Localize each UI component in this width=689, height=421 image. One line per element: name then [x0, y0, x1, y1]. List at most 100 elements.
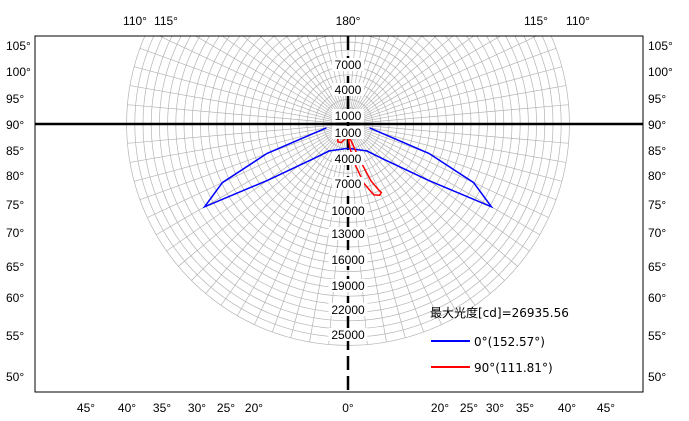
left-angle-label: 85°	[6, 144, 24, 158]
radial-label-upper: 4000	[335, 83, 362, 97]
grid-radial	[347, 104, 569, 125]
radial-label-upper-bg	[332, 83, 364, 96]
right-angle-label: 50°	[648, 370, 666, 384]
grid-radial	[127, 123, 349, 144]
grid-radial	[156, 123, 349, 236]
bottom-angle-label-left: 30°	[188, 401, 206, 415]
radial-label-lower-bg	[328, 253, 368, 266]
grid-radial	[221, 36, 349, 125]
angle-labels: 110° 115° 180° 115° 110° 105° 100° 95° 90° 85° 80°…	[6, 14, 673, 415]
grid-radial	[347, 36, 475, 125]
radial-label-lower: 25000	[331, 328, 365, 342]
grid-radial	[285, 36, 349, 125]
grid-radial	[139, 47, 349, 125]
grid-radial	[347, 66, 562, 125]
grid-radial	[347, 36, 437, 125]
grid-radial	[129, 85, 349, 125]
bottom-angle-label-left: 35°	[153, 401, 171, 415]
top-angle-label: 110°	[123, 14, 147, 28]
legend: 最大光度[cd]=26935.56 0°(152.57°) 90°(111.81…	[430, 305, 569, 375]
grid-radial	[347, 36, 400, 125]
radial-label-lower: 22000	[331, 303, 365, 317]
left-angle-label: 90°	[6, 118, 24, 132]
grid-radial	[347, 36, 502, 125]
grid-radial	[127, 104, 349, 125]
grid-radial	[347, 36, 454, 125]
left-angle-label: 75°	[6, 198, 24, 212]
right-angle-label: 75°	[648, 198, 666, 212]
bottom-angle-label-left: 20°	[245, 401, 263, 415]
grid-radial	[220, 123, 349, 306]
grid-radial	[347, 123, 518, 267]
grid-radial	[347, 123, 505, 281]
grid-radial	[347, 123, 540, 236]
bottom-angle-label-center: 0°	[342, 401, 354, 415]
grid-radial	[347, 85, 567, 125]
right-angle-label: 100°	[648, 65, 673, 79]
left-angle-label: 60°	[6, 291, 24, 305]
grid-radial	[194, 36, 349, 125]
grid-radial	[347, 123, 557, 201]
grid-radial	[236, 123, 349, 316]
grid-radial	[129, 123, 349, 163]
grid-radial	[347, 123, 567, 163]
left-angle-label: 95°	[6, 92, 24, 106]
grid-radial	[205, 123, 349, 294]
right-angle-label: 105°	[648, 39, 673, 53]
grid-radial	[178, 123, 349, 267]
bottom-angle-label-right: 25°	[460, 401, 478, 415]
grid-radial	[347, 47, 557, 125]
bottom-angle-label-left: 25°	[217, 401, 235, 415]
grid-radial	[166, 123, 349, 252]
legend-label-0: 0°(152.57°)	[474, 335, 545, 349]
grid-radial	[347, 36, 538, 125]
right-angle-label: 90°	[648, 118, 666, 132]
radial-label-lower-bg	[328, 303, 368, 316]
radial-label-lower-bg	[328, 227, 368, 240]
grid-radial	[147, 123, 349, 218]
radial-label-upper: 7000	[335, 58, 362, 72]
right-angle-label: 80°	[648, 169, 666, 183]
grid-radial	[347, 123, 460, 316]
radial-label-lower-bg	[332, 177, 364, 190]
bottom-angle-label-right: 45°	[597, 401, 615, 415]
radial-label-lower: 16000	[331, 253, 365, 267]
top-angle-label: 115°	[154, 14, 178, 28]
radial-label-lower-bg	[332, 126, 364, 139]
left-angle-label: 70°	[6, 226, 24, 240]
radial-label-lower-bg	[328, 328, 368, 341]
legend-label-1: 90°(111.81°)	[474, 361, 553, 375]
grid-radial	[296, 36, 349, 125]
left-angle-label: 100°	[6, 65, 31, 79]
right-angle-label: 70°	[648, 226, 666, 240]
radial-label-lower: 13000	[331, 227, 365, 241]
left-angle-label: 80°	[6, 169, 24, 183]
bottom-angle-label-right: 40°	[558, 401, 576, 415]
main-axes	[35, 36, 643, 392]
top-angle-label: 110°	[566, 14, 590, 28]
grid-radial	[134, 66, 349, 125]
series-curve-0	[202, 127, 494, 209]
bottom-angle-label-right: 30°	[486, 401, 504, 415]
grid-radial	[347, 123, 530, 252]
bottom-angle-label-left: 45°	[77, 401, 95, 415]
radial-label-lower-bg	[332, 152, 364, 165]
grid-radial	[273, 36, 349, 125]
right-angle-label: 65°	[648, 260, 666, 274]
top-angle-label: 180°	[336, 14, 361, 28]
left-angle-label: 65°	[6, 260, 24, 274]
left-angle-label: 50°	[6, 370, 24, 384]
grid-radial	[347, 123, 549, 218]
grid-radial	[158, 36, 349, 125]
grid-radial	[347, 36, 411, 125]
grid-radial	[139, 123, 349, 201]
radial-label-upper: 1000	[335, 109, 362, 123]
grid-radial	[242, 36, 349, 125]
radial-label-lower: 19000	[331, 279, 365, 293]
radial-labels: 1000 4000 7000 1000 4000 7000 10000 13000 16000 1…	[328, 58, 368, 342]
grid-radial	[259, 36, 349, 125]
radial-label-upper-bg	[332, 109, 364, 122]
right-angle-label: 60°	[648, 291, 666, 305]
grid-radial	[347, 123, 569, 144]
